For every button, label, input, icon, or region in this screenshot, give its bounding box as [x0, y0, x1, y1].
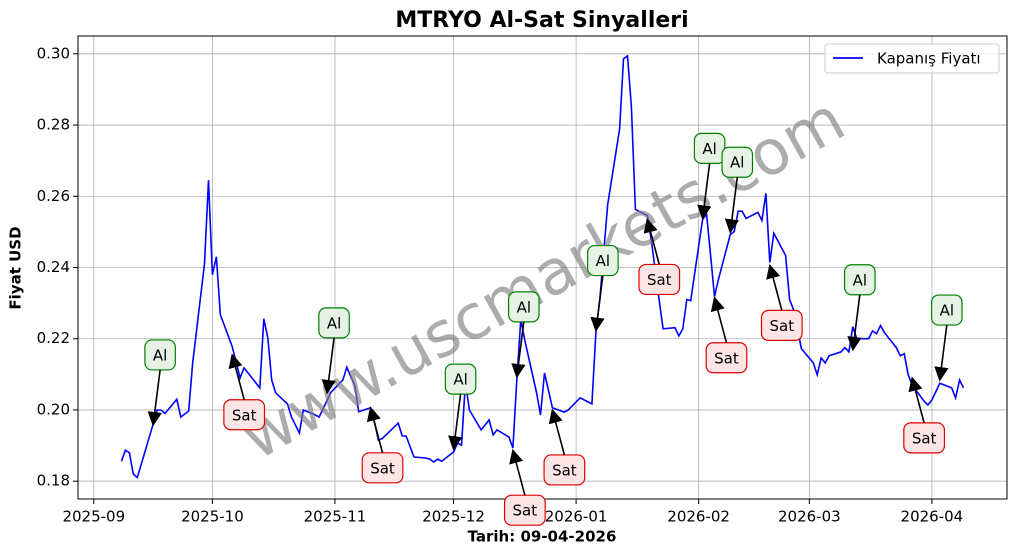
signal-annotation: Sat — [223, 353, 266, 431]
annotation-box-bg — [706, 342, 747, 373]
annotation-label: Sat — [770, 317, 795, 335]
signal-annotation: Al — [318, 307, 350, 395]
signal-annotation: Al — [693, 132, 726, 220]
x-tick-label: 2026-01 — [545, 508, 608, 526]
annotation-label: Al — [596, 252, 610, 270]
x-tick-label: 2025-09 — [62, 508, 125, 526]
annotation-arrow — [147, 369, 162, 427]
annotation-arrow — [847, 294, 862, 352]
annotation-arrow — [448, 394, 463, 451]
annotation-arrow — [697, 163, 712, 220]
annotation-label: Sat — [232, 406, 257, 424]
annotation-label: Sat — [912, 429, 937, 447]
annotation-label: Al — [327, 314, 341, 332]
signal-annotation: Al — [507, 291, 540, 379]
annotation-box-bg — [903, 422, 945, 453]
annotation-box-bg — [445, 364, 476, 395]
y-axis-label: Fiyat USD — [7, 226, 25, 309]
y-tick-label: 0.20 — [37, 400, 70, 418]
annotation-box-bg — [587, 245, 619, 276]
x-tick-label: 2026-03 — [778, 508, 841, 526]
annotation-box-bg — [144, 339, 176, 370]
annotation-label: Sat — [513, 502, 538, 520]
legend-box — [824, 43, 1000, 74]
annotation-arrow — [710, 296, 728, 343]
y-tick-label: 0.18 — [37, 472, 70, 490]
signal-annotation: Sat — [760, 263, 803, 341]
x-tick-label: 2025-10 — [181, 508, 244, 526]
legend: Kapanış Fiyatı — [824, 43, 1000, 74]
annotation-box-bg — [504, 495, 546, 526]
y-tick-label: 0.26 — [37, 187, 70, 205]
x-tick-label: 2026-02 — [667, 508, 730, 526]
annotation-arrow — [228, 353, 245, 400]
signal-annotation: Al — [721, 146, 754, 234]
x-tick-label: 2025-11 — [304, 508, 367, 526]
annotation-label: Sat — [552, 461, 577, 479]
y-tick-label: 0.30 — [37, 44, 70, 62]
annotation-label: Sat — [714, 349, 739, 367]
annotation-label: Sat — [647, 271, 672, 289]
annotation-label: Al — [730, 154, 744, 172]
signal-annotation: Sat — [903, 376, 946, 454]
annotation-box-bg — [544, 454, 585, 485]
annotation-arrow — [643, 218, 661, 265]
annotation-label: Al — [940, 302, 954, 320]
annotation-label: Sat — [370, 459, 395, 477]
y-tick-label: 0.28 — [37, 116, 70, 134]
annotation-arrow — [724, 177, 740, 234]
signal-annotation: Sat — [503, 448, 546, 526]
signal-annotation: Sat — [705, 296, 748, 374]
annotation-arrow — [766, 263, 783, 311]
annotation-box-bg — [694, 133, 725, 164]
chart-title: MTRYO Al-Sat Sinyalleri — [395, 8, 688, 33]
signal-annotation: Al — [444, 363, 477, 451]
annotation-label: Al — [453, 371, 467, 389]
signal-annotation: Al — [844, 264, 876, 352]
annotation-box-bg — [844, 264, 876, 295]
x-tick-label: 2026-04 — [901, 508, 964, 526]
annotation-arrow — [548, 408, 566, 456]
annotation-label: Al — [153, 346, 167, 364]
annotation-label: Al — [517, 298, 531, 316]
signal-annotation: Sat — [638, 218, 681, 296]
signal-annotation: Al — [587, 244, 619, 332]
price-line — [120, 54, 965, 480]
signal-annotation: Sat — [361, 406, 404, 484]
annotation-box-bg — [722, 147, 753, 178]
legend-label: Kapanış Fiyatı — [877, 50, 981, 68]
annotation-arrow — [366, 406, 384, 454]
annotation-arrow — [321, 337, 336, 395]
annotation-arrow — [509, 448, 526, 496]
signal-annotation: Al — [930, 294, 963, 382]
annotation-box-bg — [638, 264, 680, 295]
annotation-box-bg — [318, 307, 350, 338]
x-axis-label: Tarih: 09-04-2026 — [468, 528, 617, 546]
signal-annotation: Al — [144, 339, 176, 427]
annotation-box-bg — [508, 291, 540, 322]
y-tick-label: 0.24 — [37, 258, 70, 276]
y-tick-label: 0.22 — [37, 329, 70, 347]
annotation-arrow — [908, 376, 925, 424]
signal-annotation: Sat — [543, 408, 586, 486]
annotation-box-bg — [362, 452, 403, 483]
annotation-arrow — [511, 321, 526, 379]
annotation-label: Al — [853, 271, 867, 289]
annotation-box-bg — [931, 295, 963, 326]
annotation-arrow — [590, 275, 605, 332]
annotation-box-bg — [761, 310, 803, 341]
annotation-label: Al — [702, 140, 716, 158]
annotation-box-bg — [223, 399, 265, 430]
annotation-arrow — [934, 324, 949, 382]
x-tick-label: 2025-12 — [422, 508, 485, 526]
